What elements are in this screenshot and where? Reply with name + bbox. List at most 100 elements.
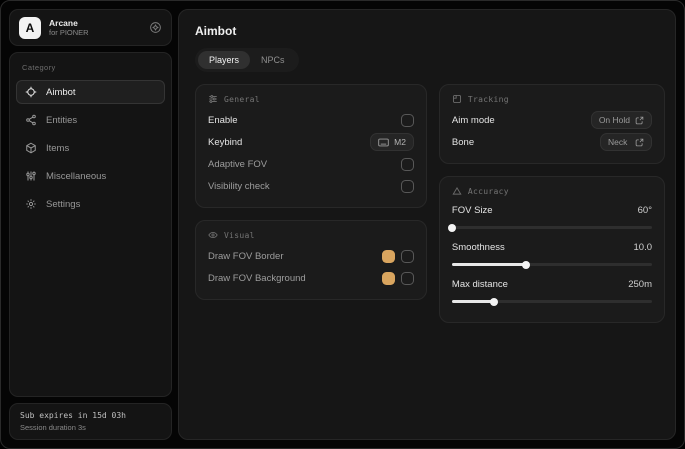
visibility-check-checkbox[interactable] — [400, 179, 414, 193]
tracking-section-header: Tracking — [452, 94, 652, 104]
keyboard-icon — [378, 138, 389, 147]
fov-border-color-swatch[interactable] — [381, 249, 395, 263]
slider-fill — [451, 300, 494, 303]
session-duration-text: Session duration 3s — [20, 423, 86, 432]
smoothness-value: 10.0 — [633, 241, 653, 253]
right-column: Tracking Aim mode On Hold — [438, 84, 665, 323]
smoothness-slider[interactable] — [451, 260, 652, 269]
setting-label: Draw FOV Border — [208, 250, 284, 262]
setting-row-enable: Enable — [208, 109, 414, 131]
max-distance-setting: Max distance 250m — [451, 275, 652, 306]
sidebar: A Arcane for PIONER Category — [9, 9, 172, 440]
keybind-button[interactable]: M2 — [370, 133, 414, 151]
draw-fov-background-checkbox[interactable] — [400, 271, 414, 285]
slider-head: FOV Size 60° — [452, 201, 652, 219]
sidebar-item-label: Aimbot — [46, 86, 76, 98]
box-icon — [25, 142, 37, 154]
slider-handle[interactable] — [489, 297, 498, 306]
setting-label: Bone — [451, 136, 475, 148]
row-controls — [381, 271, 414, 285]
fov-size-value: 60° — [637, 204, 652, 216]
max-distance-value: 250m — [628, 278, 652, 290]
app-logo-letter: A — [25, 20, 35, 35]
crosshair-icon — [25, 86, 37, 98]
sidebar-item-miscellaneous[interactable]: Miscellaneous — [16, 164, 165, 188]
sidebar-item-items[interactable]: Items — [16, 136, 165, 160]
gear-icon — [25, 198, 37, 210]
aim-mode-select[interactable]: On Hold — [590, 111, 652, 129]
keybind-value: M2 — [394, 137, 406, 147]
setting-label: Aim mode — [451, 114, 495, 126]
slider-fill — [451, 263, 526, 266]
setting-label: Draw FOV Background — [208, 272, 306, 284]
frame-icon — [452, 94, 462, 104]
setting-row-aim-mode: Aim mode On Hold — [452, 109, 652, 131]
expand-icon — [635, 138, 644, 147]
app-logo: A — [19, 16, 41, 39]
sidebar-item-label: Entities — [46, 114, 78, 126]
aim-mode-value: On Hold — [598, 115, 630, 125]
sidebar-item-aimbot[interactable]: Aimbot — [16, 80, 165, 104]
main-panel: Aimbot Players NPCs — [178, 9, 676, 440]
accuracy-section-header: Accuracy — [452, 186, 652, 196]
sidebar-item-label: Items — [46, 142, 70, 154]
left-column: General Enable Keybind — [195, 84, 427, 300]
setting-label: FOV Size — [451, 204, 493, 216]
smoothness-setting: Smoothness 10.0 — [451, 238, 652, 269]
adaptive-fov-checkbox[interactable] — [400, 157, 414, 171]
slider-head: Max distance 250m — [452, 275, 652, 293]
section-title: Accuracy — [467, 186, 509, 196]
slider-head: Smoothness 10.0 — [452, 238, 652, 256]
tab-players[interactable]: Players — [198, 51, 251, 69]
entities-icon — [25, 114, 37, 126]
sidebar-item-entities[interactable]: Entities — [16, 108, 165, 132]
triangle-icon — [452, 186, 462, 196]
setting-row-keybind: Keybind M2 — [208, 131, 414, 153]
sidebar-item-label: Miscellaneous — [46, 170, 107, 182]
bone-select[interactable]: Neck — [600, 133, 652, 151]
app-header: A Arcane for PIONER — [9, 9, 172, 46]
general-section-header: General — [208, 94, 414, 104]
setting-label: Max distance — [451, 278, 508, 290]
setting-label: Visibility check — [208, 180, 270, 192]
app-subtitle: for PIONER — [49, 28, 89, 38]
section-title: Visual — [224, 230, 255, 240]
sliders-icon — [25, 170, 37, 182]
fov-size-slider[interactable] — [447, 223, 652, 232]
tab-npcs[interactable]: NPCs — [261, 55, 285, 65]
sidebar-item-settings[interactable]: Settings — [16, 192, 165, 216]
page-title: Aimbot — [195, 24, 237, 38]
slider-handle[interactable] — [447, 223, 456, 232]
accuracy-section: Accuracy FOV Size 60° — [438, 176, 665, 323]
setting-label: Keybind — [208, 136, 243, 148]
enable-checkbox[interactable] — [400, 113, 414, 127]
setting-label: Enable — [208, 114, 238, 126]
sliders-horizontal-icon — [208, 94, 218, 104]
setting-row-draw-fov-border: Draw FOV Border — [208, 245, 414, 267]
setting-row-bone: Bone Neck — [452, 131, 652, 153]
setting-row-visibility-check: Visibility check — [208, 175, 414, 197]
section-title: General — [224, 94, 260, 104]
fov-size-setting: FOV Size 60° — [447, 201, 652, 232]
general-section: General Enable Keybind — [195, 84, 427, 208]
target-tabs: Players NPCs — [195, 48, 299, 72]
settings-grid: General Enable Keybind — [195, 84, 665, 323]
max-distance-slider[interactable] — [451, 297, 652, 306]
tracking-section: Tracking Aim mode On Hold — [438, 84, 665, 164]
section-title: Tracking — [467, 94, 509, 104]
draw-fov-border-checkbox[interactable] — [400, 249, 414, 263]
setting-label: Smoothness — [451, 241, 505, 253]
category-nav: Category Aimbot Entities — [9, 52, 172, 397]
app-name: Arcane — [49, 17, 78, 28]
subscription-info: Sub expires in 15d 03h Session duration … — [9, 403, 172, 440]
expand-icon — [635, 116, 644, 125]
setting-label: Adaptive FOV — [208, 158, 268, 170]
app-title-block: Arcane for PIONER — [49, 18, 141, 38]
visual-section-header: Visual — [208, 230, 414, 240]
fov-background-color-swatch[interactable] — [381, 271, 395, 285]
bone-value: Neck — [608, 137, 628, 147]
settings-gear-icon[interactable] — [149, 21, 162, 34]
setting-row-draw-fov-background: Draw FOV Background — [208, 267, 414, 289]
slider-handle[interactable] — [521, 260, 530, 269]
